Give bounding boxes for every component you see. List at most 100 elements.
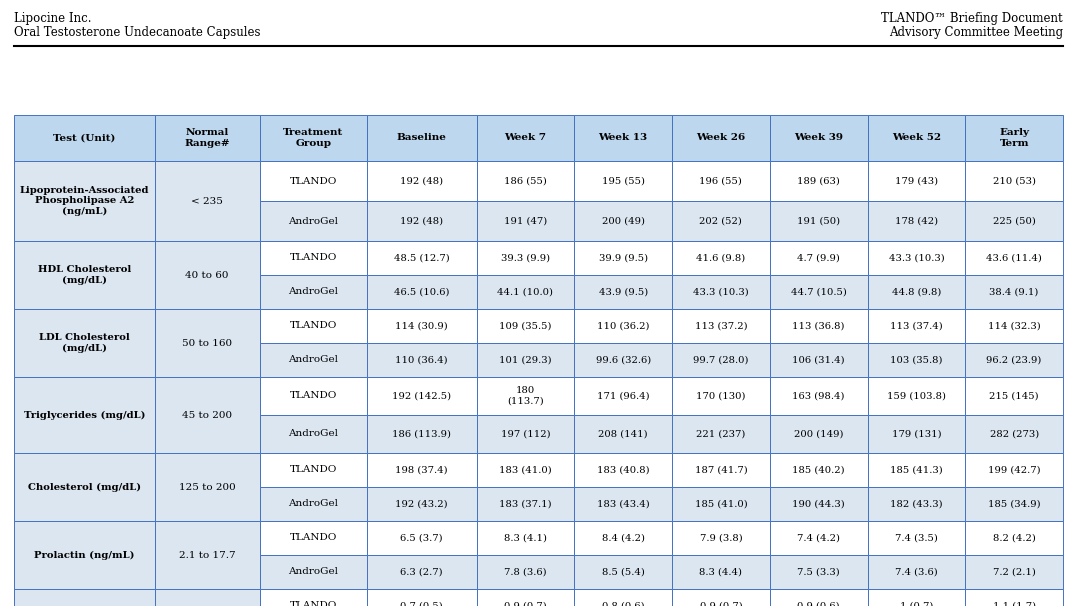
Text: 192 (142.5): 192 (142.5) (392, 391, 451, 401)
Bar (367, 415, 476, 453)
Text: 185 (40.2): 185 (40.2) (793, 465, 845, 474)
Bar (965, 161, 1063, 201)
Bar (672, 115, 770, 161)
Text: Lipocine Inc.: Lipocine Inc. (14, 12, 92, 25)
Text: 7.9 (3.8): 7.9 (3.8) (699, 533, 742, 542)
Text: 114 (32.3): 114 (32.3) (988, 322, 1040, 330)
Bar (155, 309, 260, 377)
Bar (965, 377, 1063, 415)
Text: 7.2 (2.1): 7.2 (2.1) (993, 567, 1036, 576)
Bar (770, 377, 867, 415)
Text: AndroGel: AndroGel (289, 287, 338, 296)
Text: 186 (55): 186 (55) (504, 176, 547, 185)
Text: 2.1 to 17.7: 2.1 to 17.7 (179, 550, 236, 559)
Bar (476, 241, 574, 275)
Bar (260, 589, 367, 606)
Bar (867, 453, 965, 487)
Bar (672, 161, 770, 201)
Text: AndroGel: AndroGel (289, 216, 338, 225)
Bar (770, 521, 867, 555)
Text: 41.6 (9.8): 41.6 (9.8) (696, 253, 745, 262)
Bar (260, 377, 367, 415)
Bar (770, 555, 867, 589)
Bar (672, 487, 770, 521)
Text: 191 (47): 191 (47) (504, 216, 547, 225)
Text: AndroGel: AndroGel (289, 567, 338, 576)
Bar (260, 241, 367, 275)
Text: 43.9 (9.5): 43.9 (9.5) (599, 287, 647, 296)
Text: 114 (30.9): 114 (30.9) (395, 322, 448, 330)
Bar (770, 487, 867, 521)
Text: 198 (37.4): 198 (37.4) (395, 465, 448, 474)
Bar (476, 453, 574, 487)
Text: 200 (149): 200 (149) (794, 430, 843, 439)
Bar (574, 241, 672, 275)
Text: 113 (36.8): 113 (36.8) (793, 322, 844, 330)
Bar (672, 555, 770, 589)
Bar (476, 161, 574, 201)
Text: 50 to 160: 50 to 160 (182, 339, 233, 347)
Text: 163 (98.4): 163 (98.4) (793, 391, 844, 401)
Bar (260, 115, 367, 161)
Text: 208 (141): 208 (141) (599, 430, 648, 439)
Text: 0.8 (0.6): 0.8 (0.6) (602, 602, 644, 606)
Bar (155, 453, 260, 521)
Bar (574, 487, 672, 521)
Bar (476, 201, 574, 241)
Text: 113 (37.4): 113 (37.4) (890, 322, 942, 330)
Text: 43.6 (11.4): 43.6 (11.4) (987, 253, 1043, 262)
Bar (965, 275, 1063, 309)
Text: TLANDO: TLANDO (290, 176, 337, 185)
Text: 101 (29.3): 101 (29.3) (499, 356, 551, 364)
Text: 44.1 (10.0): 44.1 (10.0) (498, 287, 554, 296)
Text: 7.4 (3.5): 7.4 (3.5) (895, 533, 938, 542)
Bar (14, 241, 155, 309)
Bar (260, 487, 367, 521)
Text: Prolactin (ng/mL): Prolactin (ng/mL) (34, 550, 135, 559)
Bar (476, 343, 574, 377)
Bar (367, 161, 476, 201)
Text: Week 13: Week 13 (599, 133, 647, 142)
Bar (476, 555, 574, 589)
Text: 180
(113.7): 180 (113.7) (507, 386, 544, 405)
Text: 8.2 (4.2): 8.2 (4.2) (993, 533, 1036, 542)
Bar (14, 453, 155, 521)
Bar (260, 415, 367, 453)
Bar (672, 589, 770, 606)
Text: 0.9 (0.6): 0.9 (0.6) (797, 602, 840, 606)
Text: 282 (273): 282 (273) (990, 430, 1038, 439)
Text: Normal
Range#: Normal Range# (184, 128, 229, 148)
Bar (867, 555, 965, 589)
Bar (14, 115, 155, 161)
Bar (476, 377, 574, 415)
Text: 8.3 (4.1): 8.3 (4.1) (504, 533, 547, 542)
Bar (14, 309, 155, 377)
Bar (476, 521, 574, 555)
Text: TLANDO: TLANDO (290, 253, 337, 262)
Bar (155, 377, 260, 453)
Bar (867, 589, 965, 606)
Text: Baseline: Baseline (396, 133, 447, 142)
Bar (965, 115, 1063, 161)
Text: AndroGel: AndroGel (289, 356, 338, 364)
Bar (367, 241, 476, 275)
Text: Cholesterol (mg/dL): Cholesterol (mg/dL) (28, 482, 141, 491)
Bar (770, 115, 867, 161)
Text: 195 (55): 195 (55) (602, 176, 645, 185)
Text: 8.4 (4.2): 8.4 (4.2) (602, 533, 645, 542)
Text: 170 (130): 170 (130) (696, 391, 745, 401)
Text: 183 (43.4): 183 (43.4) (597, 499, 649, 508)
Bar (14, 589, 155, 606)
Text: 125 to 200: 125 to 200 (179, 482, 236, 491)
Text: 192 (48): 192 (48) (401, 216, 444, 225)
Text: 7.8 (3.6): 7.8 (3.6) (504, 567, 547, 576)
Bar (367, 487, 476, 521)
Text: Week 52: Week 52 (892, 133, 941, 142)
Bar (867, 241, 965, 275)
Text: 183 (37.1): 183 (37.1) (499, 499, 551, 508)
Bar (14, 521, 155, 589)
Text: 215 (145): 215 (145) (990, 391, 1039, 401)
Bar (367, 555, 476, 589)
Text: 196 (55): 196 (55) (699, 176, 742, 185)
Text: 186 (113.9): 186 (113.9) (392, 430, 451, 439)
